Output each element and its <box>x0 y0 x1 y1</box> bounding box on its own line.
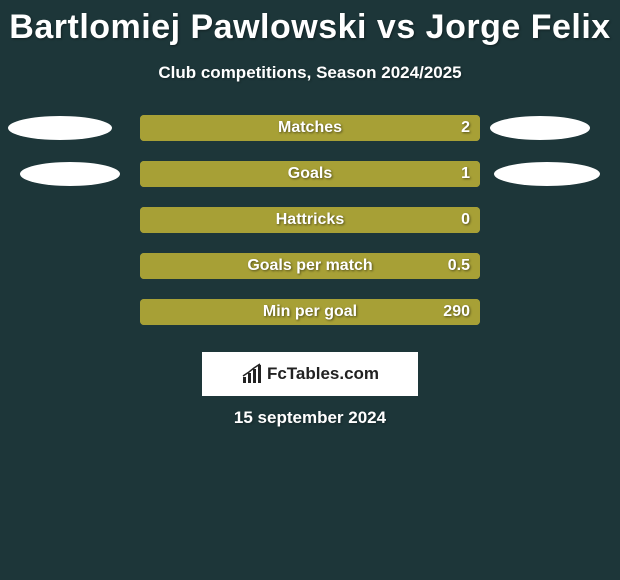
player-right-marker <box>494 162 600 186</box>
footer-date: 15 september 2024 <box>0 408 620 428</box>
stat-row: Matches2 <box>0 115 620 141</box>
player-left-marker <box>20 162 120 186</box>
stat-value: 0.5 <box>140 253 470 279</box>
player-right-marker <box>490 116 590 140</box>
page-subtitle: Club competitions, Season 2024/2025 <box>0 63 620 83</box>
stat-row: Goals1 <box>0 161 620 187</box>
bar-chart-icon <box>241 363 263 385</box>
footer-branding: FcTables.com <box>202 352 418 396</box>
player-left-marker <box>8 116 112 140</box>
stat-value: 290 <box>140 299 470 325</box>
footer-logo-text: FcTables.com <box>267 364 379 384</box>
page-title: Bartlomiej Pawlowski vs Jorge Felix <box>0 0 620 47</box>
stat-value: 1 <box>140 161 470 187</box>
stat-row: Goals per match0.5 <box>0 253 620 279</box>
stat-value: 0 <box>140 207 470 233</box>
stat-row: Min per goal290 <box>0 299 620 325</box>
stat-value: 2 <box>140 115 470 141</box>
stat-row: Hattricks0 <box>0 207 620 233</box>
footer-logo: FcTables.com <box>241 363 379 385</box>
comparison-chart: Matches2 Goals1 Hattricks0 Goals per match0… <box>0 115 620 325</box>
